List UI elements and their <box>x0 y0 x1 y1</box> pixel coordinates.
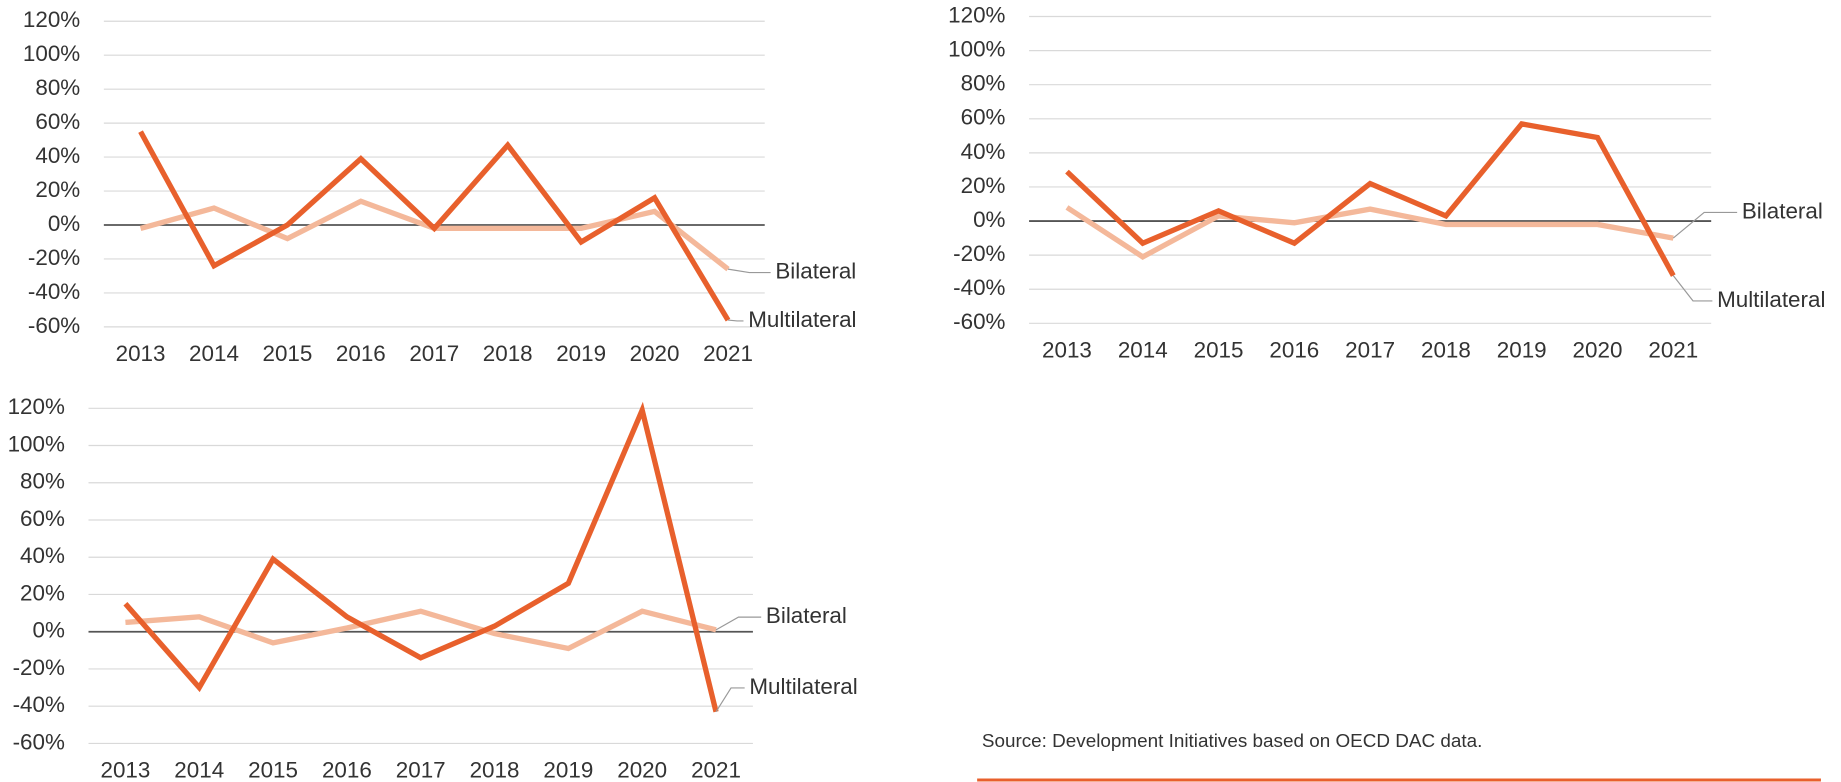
x-tick-label: 2018 <box>1421 338 1471 363</box>
y-tick-label: -40% <box>28 279 80 304</box>
series-line <box>123 401 719 713</box>
x-tick-label: 2016 <box>1269 338 1319 363</box>
x-tick-label: 2015 <box>262 341 312 366</box>
x-tick-label: 2021 <box>1648 338 1698 363</box>
label-connector <box>1672 211 1738 239</box>
y-tick-label: 0% <box>33 618 65 643</box>
y-tick-label: -20% <box>13 655 65 680</box>
y-tick-label: 20% <box>20 580 65 605</box>
y-tick-label: 20% <box>35 177 80 202</box>
x-tick-label: 2020 <box>630 341 680 366</box>
source-note: Source: Development Initiatives based on… <box>982 731 1482 752</box>
series-label: Bilateral <box>775 259 856 284</box>
x-tick-label: 2013 <box>1042 338 1092 363</box>
x-tick-label: 2019 <box>556 341 606 366</box>
y-tick-label: 120% <box>8 394 65 419</box>
x-tick-label: 2020 <box>617 758 667 782</box>
label-connector <box>715 616 762 631</box>
y-tick-label: 120% <box>23 7 80 32</box>
x-tick-label: 2021 <box>691 758 741 782</box>
x-tick-label: 2014 <box>1118 338 1168 363</box>
series-label: Bilateral <box>766 603 847 628</box>
y-tick-label: 40% <box>35 143 80 168</box>
x-tick-label: 2018 <box>483 341 533 366</box>
y-tick-label: 80% <box>20 469 65 494</box>
y-tick-label: -60% <box>28 313 80 338</box>
label-connector <box>715 687 745 713</box>
label-connector <box>727 319 744 322</box>
x-tick-label: 2016 <box>336 341 386 366</box>
x-tick-label: 2015 <box>1194 338 1244 363</box>
series-line <box>125 608 717 652</box>
y-tick-label: 80% <box>35 75 80 100</box>
x-tick-label: 2014 <box>189 341 239 366</box>
x-tick-label: 2015 <box>248 758 298 782</box>
series-label: Bilateral <box>1742 198 1823 223</box>
x-tick-label: 2019 <box>1497 338 1547 363</box>
y-tick-label: 100% <box>23 41 80 66</box>
label-connector <box>727 268 771 274</box>
y-tick-label: -60% <box>13 729 65 754</box>
x-tick-label: 2020 <box>1573 338 1623 363</box>
y-tick-label: 120% <box>948 2 1005 27</box>
y-tick-label: -40% <box>13 692 65 717</box>
x-tick-label: 2019 <box>543 758 593 782</box>
x-tick-label: 2018 <box>470 758 520 782</box>
series-label: Multilateral <box>1717 287 1825 312</box>
x-tick-label: 2021 <box>703 341 753 366</box>
y-tick-label: 80% <box>961 71 1006 96</box>
series-line <box>1065 121 1676 277</box>
x-tick-label: 2014 <box>174 758 224 782</box>
y-tick-label: -20% <box>953 241 1005 266</box>
series-line <box>1065 205 1674 260</box>
y-tick-label: -60% <box>953 309 1005 334</box>
y-tick-label: 100% <box>948 37 1005 62</box>
y-tick-label: 40% <box>961 139 1006 164</box>
series-line <box>138 130 731 322</box>
y-tick-label: -40% <box>953 275 1005 300</box>
x-tick-label: 2017 <box>396 758 446 782</box>
x-tick-label: 2017 <box>409 341 459 366</box>
x-tick-label: 2017 <box>1345 338 1395 363</box>
series-label: Multilateral <box>749 674 857 699</box>
x-tick-label: 2013 <box>116 341 166 366</box>
y-tick-label: 60% <box>20 506 65 531</box>
label-connector <box>1672 275 1713 302</box>
y-tick-label: 40% <box>20 543 65 568</box>
y-tick-label: 60% <box>35 109 80 134</box>
y-tick-label: -20% <box>28 245 80 270</box>
y-tick-label: 20% <box>961 173 1006 198</box>
series-label: Multilateral <box>748 307 856 332</box>
x-tick-label: 2016 <box>322 758 372 782</box>
y-tick-label: 0% <box>973 207 1005 232</box>
x-tick-label: 2013 <box>100 758 150 782</box>
y-tick-label: 100% <box>8 431 65 456</box>
y-tick-label: 0% <box>48 211 80 236</box>
y-tick-label: 60% <box>961 105 1006 130</box>
